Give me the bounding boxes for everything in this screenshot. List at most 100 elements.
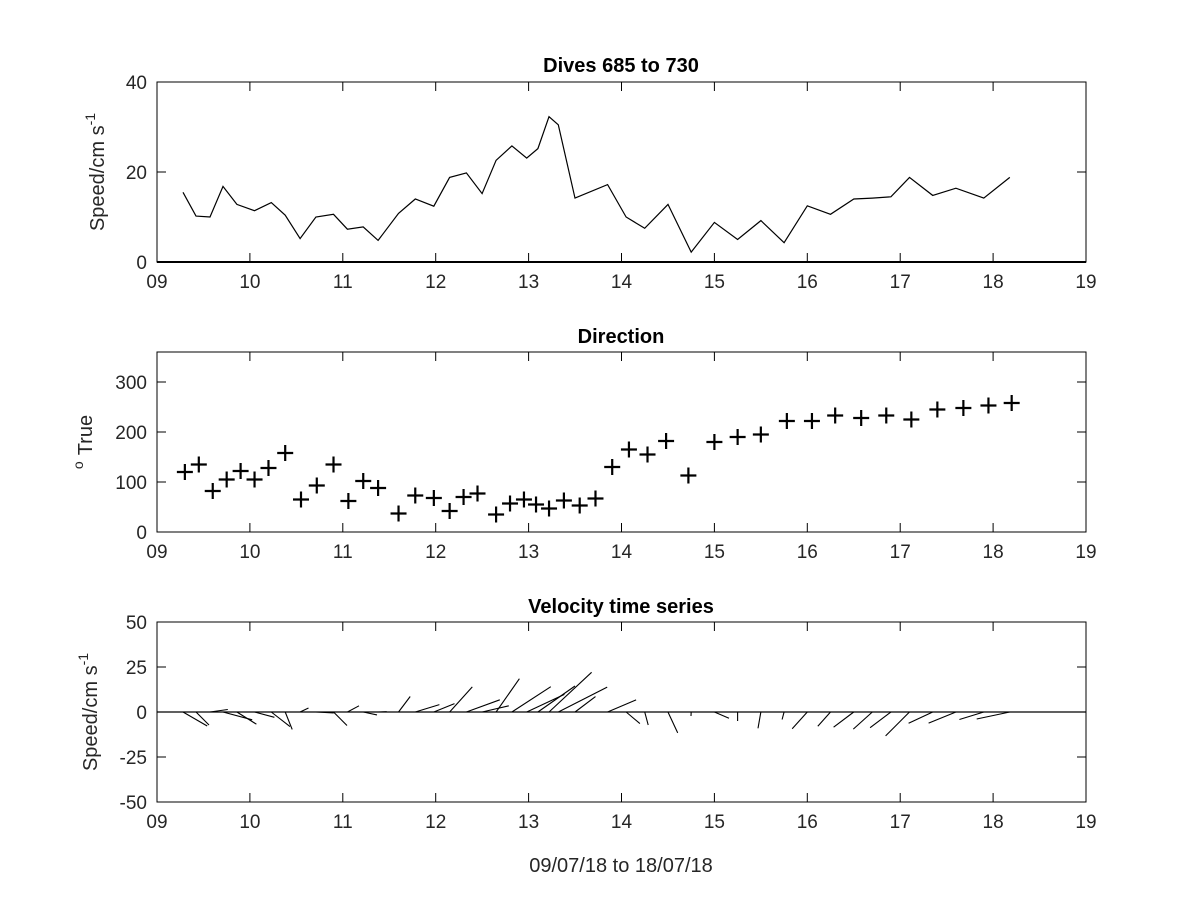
x-tick-label: 18 <box>983 812 1004 833</box>
x-tick-label: 11 <box>333 272 353 293</box>
x-tick-label: 09 <box>146 812 167 833</box>
direction-point <box>729 429 746 445</box>
direction-marks <box>176 395 1020 523</box>
velocity-stick <box>852 711 873 730</box>
x-tick-label: 14 <box>611 812 633 833</box>
velocity-stick <box>908 711 933 724</box>
direction-point <box>980 397 997 414</box>
direction-point <box>515 491 532 508</box>
velocity-stick <box>363 711 378 716</box>
direction-point <box>325 456 342 473</box>
x-tick-label: 15 <box>704 272 725 293</box>
y-tick-label: 300 <box>115 373 147 394</box>
direction-point <box>680 467 697 484</box>
direction-point <box>1003 395 1020 411</box>
speed-plot-frame <box>156 81 1087 263</box>
velocity-stick <box>449 686 473 713</box>
y-tick-label: 40 <box>126 73 147 94</box>
velocity-stick <box>548 671 592 713</box>
direction-point <box>502 495 519 512</box>
velocity-stick <box>781 711 785 720</box>
velocity-stick <box>644 711 649 726</box>
y-tick-label: 20 <box>126 163 147 184</box>
direction-point <box>853 410 870 426</box>
velocity-stick <box>270 711 291 728</box>
direction-panel-title: Direction <box>578 326 665 348</box>
velocity-panel-title: Velocity time series <box>528 596 714 618</box>
x-tick-label: 14 <box>611 542 633 563</box>
direction-point <box>455 489 472 505</box>
direction-point <box>639 446 656 463</box>
direction-plot-frame <box>156 351 1087 533</box>
velocity-marks <box>157 671 1086 737</box>
speed-line <box>182 115 1011 254</box>
direction-point <box>370 480 387 496</box>
direction-point <box>340 493 357 509</box>
x-tick-label: 09 <box>146 272 167 293</box>
x-tick-label: 17 <box>890 272 911 293</box>
velocity-stick <box>574 696 596 713</box>
x-tick-label: 11 <box>333 542 353 563</box>
velocity-stick <box>537 685 576 713</box>
direction-point <box>803 413 820 429</box>
velocity-stick <box>466 699 500 713</box>
direction-point <box>903 411 920 428</box>
velocity-stick <box>299 707 309 713</box>
direction-panel: Direction 09 10 11 12 13 14 15 16 17 18 19 0 100 200… <box>70 326 1097 563</box>
direction-point <box>878 407 895 424</box>
direction-point <box>292 491 309 508</box>
velocity-stick <box>959 711 984 721</box>
direction-point <box>658 433 675 449</box>
velocity-stick <box>482 705 509 713</box>
x-tick-label: 19 <box>1075 542 1096 563</box>
direction-point <box>555 492 572 509</box>
velocity-stick <box>976 711 1010 720</box>
y-tick-label: 0 <box>136 703 147 724</box>
velocity-stick <box>433 703 455 713</box>
x-tick-label: 18 <box>983 272 1004 293</box>
direction-point <box>620 441 637 458</box>
velocity-stick <box>415 704 440 713</box>
x-tick-label: 15 <box>704 812 725 833</box>
velocity-panel: Velocity time series 09 10 11 12 13 14 15 16 17 1… <box>75 596 1097 877</box>
x-tick-label: 13 <box>518 542 539 563</box>
velocity-stick <box>254 711 275 718</box>
velocity-stick <box>495 678 520 713</box>
x-tick-label: 17 <box>890 812 911 833</box>
direction-point <box>246 471 263 488</box>
velocity-stick <box>398 696 411 713</box>
direction-point <box>176 464 193 480</box>
y-tick-label: 50 <box>126 613 147 634</box>
x-tick-label: 10 <box>239 272 260 293</box>
velocity-stick <box>236 711 257 725</box>
direction-point <box>407 487 424 504</box>
x-tick-label: 10 <box>239 542 260 563</box>
direction-point <box>955 400 972 416</box>
speed-y-ticks: 0 20 40 <box>126 73 1086 274</box>
direction-point <box>778 413 795 429</box>
y-tick-label: 200 <box>115 423 147 444</box>
speed-y-axis-label: Speed/cm s-1 <box>82 113 109 231</box>
direction-point <box>604 459 621 475</box>
velocity-stick <box>667 711 679 734</box>
y-tick-label: 100 <box>115 473 147 494</box>
x-tick-label: 12 <box>425 542 446 563</box>
y-tick-label: 25 <box>126 658 147 679</box>
speed-panel-title: Dives 685 to 730 <box>543 55 699 77</box>
velocity-stick <box>511 686 552 713</box>
direction-point <box>190 456 207 473</box>
direction-point <box>587 490 604 507</box>
velocity-stick <box>625 711 641 725</box>
velocity-stick <box>209 708 228 713</box>
velocity-stick <box>869 711 892 729</box>
direction-point <box>528 496 545 513</box>
velocity-stick <box>833 711 855 728</box>
velocity-stick <box>195 711 210 726</box>
x-tick-label: 14 <box>611 272 633 293</box>
velocity-stick <box>791 711 808 730</box>
velocity-stick <box>347 705 360 713</box>
y-tick-label: -25 <box>120 748 147 769</box>
direction-point <box>390 505 407 522</box>
direction-point <box>355 473 372 489</box>
